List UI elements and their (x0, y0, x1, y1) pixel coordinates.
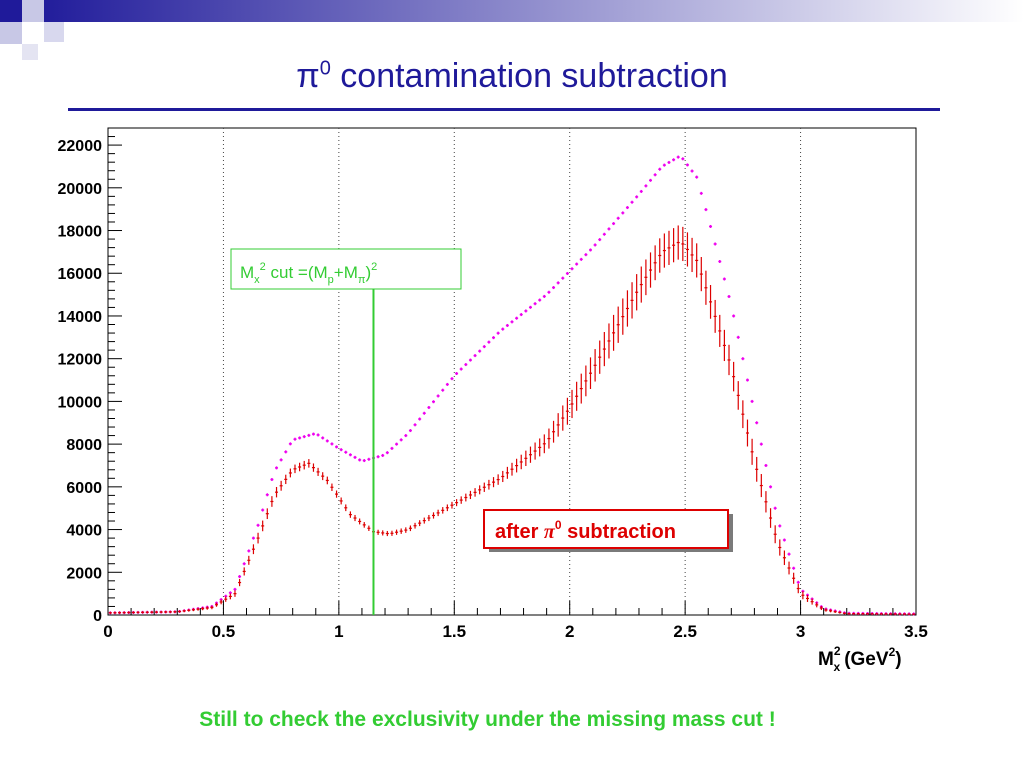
deco-square (22, 22, 44, 44)
x-tick-label: 2 (565, 622, 574, 641)
y-tick-label: 8000 (66, 437, 102, 454)
legend-label: after π0 subtraction (495, 518, 676, 543)
cut-label: Mx2 cut =(Mp+Mπ)2 (240, 261, 377, 286)
y-axis: 0 2000 4000 6000 8000 10000 12000 14000 16000 180… (58, 136, 122, 625)
deco-square (0, 0, 22, 22)
title-text: contamination subtraction (330, 57, 728, 95)
x-axis-label: M2 x (GeV2) (818, 644, 902, 674)
y-tick-label: 2000 (66, 565, 102, 582)
y-tick-label: 18000 (58, 224, 103, 241)
deco-square (0, 22, 22, 44)
slide-decoration (0, 0, 1024, 60)
legend-box (483, 509, 729, 549)
y-tick-label: 6000 (66, 480, 102, 497)
x-tick-label: 2.5 (673, 622, 697, 641)
deco-square (44, 22, 64, 42)
deco-square (22, 44, 38, 60)
title-underline (68, 108, 940, 111)
y-tick-label: 4000 (66, 523, 102, 540)
title-pi: π (296, 57, 320, 95)
histogram-chart: 0 2000 4000 6000 8000 10000 12000 14000 16000 180… (58, 127, 928, 674)
y-tick-label: 10000 (58, 394, 103, 411)
x-tick-label: 0 (103, 622, 112, 641)
cut-annotation: Mx2 cut =(Mp+Mπ)2 (230, 248, 462, 290)
x-tick-label: 1 (334, 622, 343, 641)
footer-note: Still to check the exclusivity under the… (199, 708, 776, 731)
y-tick-label: 22000 (58, 138, 103, 155)
y-tick-label: 16000 (58, 266, 103, 283)
y-tick-label: 20000 (58, 181, 103, 198)
x-tick-label: 3 (796, 622, 805, 641)
legend-after-subtraction: after π0 subtraction (483, 509, 733, 552)
y-tick-label: 0 (93, 608, 102, 625)
title-superscript: 0 (319, 57, 331, 80)
y-tick-label: 14000 (58, 309, 103, 326)
slide-title: π0 contamination subtraction (0, 57, 1024, 96)
series-after-subtraction (108, 225, 916, 615)
x-tick-label: 1.5 (442, 622, 466, 641)
plot-frame (107, 127, 917, 616)
cut-label-box (230, 248, 462, 290)
header-gradient-band (30, 0, 1024, 22)
x-tick-label: 0.5 (212, 622, 236, 641)
x-tick-label: 3.5 (904, 622, 928, 641)
x-axis: 0 0.5 1 1.5 2 2.5 3 3.5 (103, 601, 928, 641)
y-tick-label: 12000 (58, 352, 103, 369)
deco-square (22, 0, 44, 22)
